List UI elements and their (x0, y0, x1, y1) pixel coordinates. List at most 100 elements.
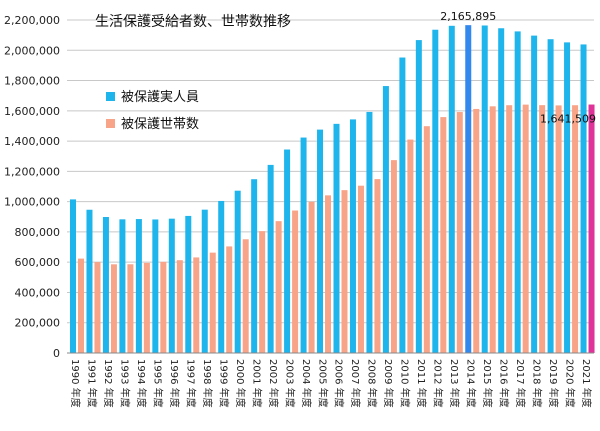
legend-swatch-households (106, 119, 115, 128)
bar-households (572, 105, 579, 353)
bar-recipients (333, 123, 340, 353)
bar-recipients (432, 29, 439, 353)
x-tick-label: 1998 年度 (201, 359, 214, 408)
bar-households (555, 105, 562, 353)
bar-recipients (119, 219, 126, 353)
y-tick-label: 600,000 (15, 256, 61, 269)
y-tick-label: 1,200,000 (4, 165, 60, 178)
x-tick-label: 1996 年度 (168, 359, 181, 408)
bar-recipients (234, 190, 241, 353)
bar-households (110, 264, 117, 353)
x-tick-label: 1990 年度 (69, 359, 82, 408)
bar-recipients (547, 39, 554, 354)
y-tick-label: 1,800,000 (4, 75, 60, 88)
x-tick-label: 1994 年度 (135, 359, 148, 408)
x-tick-label: 2015 年度 (481, 359, 494, 408)
bar-recipients (102, 217, 109, 353)
x-tick-label: 2014 年度 (464, 359, 477, 408)
bar-households (176, 260, 183, 353)
x-tick-label: 2007 年度 (349, 359, 362, 408)
bar-recipients (86, 209, 93, 353)
bar-households (357, 185, 364, 353)
bar-households (489, 106, 496, 353)
x-tick-label: 2008 年度 (366, 359, 379, 408)
bar-households (160, 261, 167, 353)
x-tick-labels: 1990 年度 1991 年度 1992 年度 1993 年度 1994 年度 1995 … (69, 359, 593, 408)
legend-swatch-recipients (106, 92, 115, 101)
y-tick-label: 1,000,000 (4, 196, 60, 209)
x-tick-label: 2011 年度 (415, 359, 428, 408)
bar-households (292, 210, 299, 353)
bar-households (308, 201, 315, 353)
y-tick-label: 2,000,000 (4, 44, 60, 57)
bars-layer (70, 25, 595, 354)
bar-households (193, 257, 200, 353)
bar-recipients (70, 199, 76, 353)
x-tick-label: 2003 年度 (283, 359, 296, 408)
x-tick-label: 2006 年度 (333, 359, 346, 408)
bar-recipients (448, 25, 455, 354)
bar-households (325, 195, 332, 353)
bar-households (226, 246, 233, 353)
x-tick-label: 2021 年度 (580, 359, 593, 408)
bar-recipients (251, 179, 258, 353)
chart-title: 生活保護受給者数、世帯数推移 (95, 14, 291, 30)
x-tick-label: 2000 年度 (234, 359, 247, 408)
x-tick-label: 2002 年度 (267, 359, 280, 408)
data-label-households-2021: 1,641,509 (540, 113, 596, 126)
legend-label-households: 被保護世帯数 (121, 116, 199, 132)
bar-households (473, 108, 480, 353)
bar-households (374, 179, 381, 353)
x-tick-label: 2009 年度 (382, 359, 395, 408)
data-label-peak-recipients: 2,165,895 (440, 10, 496, 23)
bar-recipients (135, 219, 142, 353)
x-tick-label: 1991 年度 (86, 359, 99, 408)
y-tick-label: 1,400,000 (4, 135, 60, 148)
bar-households (275, 221, 282, 353)
legend: 被保護実人員 被保護世帯数 (106, 89, 199, 132)
bar-recipients (465, 25, 472, 353)
bar-households (456, 112, 463, 353)
bar-recipients (366, 111, 373, 353)
bar-households (259, 231, 266, 353)
bar-recipients (498, 28, 505, 353)
x-tick-label: 2010 年度 (399, 359, 412, 408)
bar-households (242, 239, 249, 353)
bar-recipients (580, 44, 587, 353)
bar-recipients (382, 86, 389, 353)
bar-households (94, 262, 101, 353)
x-tick-label: 2004 年度 (300, 359, 313, 408)
bar-households (423, 126, 430, 353)
bar-recipients (218, 200, 225, 353)
y-tick-label: 800,000 (15, 226, 61, 239)
bar-households (78, 258, 84, 353)
bar-households (209, 252, 216, 353)
bar-recipients (185, 215, 192, 353)
x-tick-label: 2016 年度 (497, 359, 510, 408)
x-tick-label: 2012 年度 (432, 359, 445, 408)
bar-recipients (201, 209, 208, 353)
bar-households (407, 139, 414, 353)
x-tick-label: 1992 年度 (102, 359, 115, 408)
bar-recipients (168, 218, 175, 353)
bar-households (440, 117, 447, 353)
x-tick-label: 2018 年度 (530, 359, 543, 408)
x-tick-label: 2005 年度 (316, 359, 329, 408)
y-tick-labels: 0 200,000 400,000 600,000 800,000 1,000,000 1,… (4, 14, 60, 360)
x-tick-label: 1997 年度 (185, 359, 198, 408)
bar-recipients (267, 164, 274, 353)
x-tick-label: 2013 年度 (448, 359, 461, 408)
bar-households (390, 160, 397, 353)
x-tick-label: 1995 年度 (152, 359, 165, 408)
bar-households (522, 104, 529, 353)
y-tick-label: 2,200,000 (4, 14, 60, 27)
bar-households (143, 262, 150, 353)
bar-recipients (415, 40, 422, 354)
bar-recipients (152, 219, 159, 353)
bar-recipients (317, 129, 324, 353)
legend-label-recipients: 被保護実人員 (121, 89, 199, 105)
x-tick-label: 2019 年度 (547, 359, 560, 408)
bar-households (127, 264, 134, 353)
